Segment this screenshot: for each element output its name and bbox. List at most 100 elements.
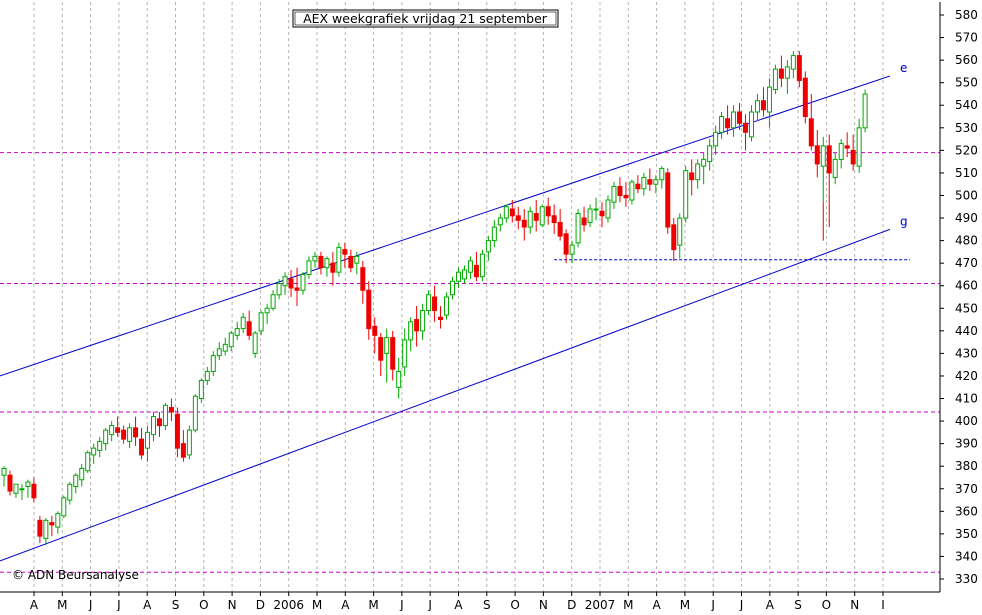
candle [342,242,348,268]
candle [432,285,438,322]
x-tick-label: N [228,598,237,611]
candle [790,51,796,79]
candle-body [37,519,43,537]
candle-body [707,145,713,163]
candle [438,306,444,329]
y-tick-label: 570 [955,31,978,45]
candle [67,481,73,505]
candle-body [623,194,629,199]
candle-body [485,240,491,253]
candle-body [127,427,133,442]
x-tick-label: J [427,598,432,611]
candles [1,51,868,546]
trend-line-g [0,228,891,562]
candle [743,114,749,151]
candle [318,251,324,275]
y-tick-label: 550 [955,76,978,90]
candle-body [641,176,647,190]
candle [103,427,109,451]
candle-body [820,145,826,167]
candle-body [527,210,533,228]
candle-body [342,249,348,255]
candle [653,175,659,194]
candle [1,466,7,487]
candle-body [79,467,85,481]
candle [509,199,515,223]
x-tick-label: J [399,598,404,611]
candle-body [539,206,545,226]
candle [402,328,408,376]
candle-body [55,513,61,528]
candle-body [270,294,276,309]
candle-body [814,145,820,165]
candle [826,134,832,228]
candle-body [719,116,725,133]
candle [330,251,336,286]
candle-body [491,226,497,242]
trend-line-label: e [900,61,907,75]
candle [288,269,294,297]
candle-body [802,77,808,118]
y-tick-label: 360 [955,504,978,518]
candle-body [294,287,300,291]
candle-body [563,233,569,255]
candle-body [665,172,671,228]
candle [725,105,731,135]
candle [91,443,97,464]
candle [629,179,635,205]
candle [808,93,814,151]
x-tick-label: J [739,598,744,611]
y-tick-label: 410 [955,392,978,406]
y-tick-label: 490 [955,211,978,225]
watermark-text: © ADN Beursanalyse [12,568,139,582]
candle-body [713,131,719,147]
candle [497,213,503,232]
candle [581,206,587,232]
candle-body [455,271,461,282]
y-tick-label: 480 [955,234,978,248]
x-tick-label: A [143,598,152,611]
chart-title-text: AEX weekgrafiek vrijdag 21 september [303,11,548,26]
candle [713,125,719,155]
x-tick-label: J [88,598,93,611]
candle-body [408,321,414,341]
candle [133,416,139,446]
candle [587,204,593,228]
candle [420,303,426,340]
x-tick-label: J [710,598,715,611]
candle-body [653,179,659,185]
candle-body [354,255,360,264]
candle [737,102,743,131]
x-tick-label: M [368,598,378,611]
candle [210,351,216,376]
candle [772,64,778,94]
candle-body [384,337,390,354]
candle-body [754,100,760,113]
candle [450,276,455,300]
candle [539,204,545,228]
candle [294,267,300,307]
candle [671,218,677,261]
candle-body [1,467,7,476]
candle [97,436,103,458]
candle-body [300,273,306,291]
candle [605,195,611,223]
x-tick-label: A [652,598,661,611]
candle-body [151,416,156,436]
candle-body [162,404,168,427]
candle [731,105,737,137]
candle [689,159,695,196]
candle [455,267,461,288]
candle [641,172,647,196]
candle-body [390,337,396,370]
candle [25,479,31,498]
trend-line-e [0,75,891,377]
candle-body [808,118,814,147]
candle [479,249,485,282]
candle [228,330,234,352]
grid [33,2,884,592]
candle-body [282,276,288,287]
candle [174,407,180,458]
candle-body [402,339,408,368]
